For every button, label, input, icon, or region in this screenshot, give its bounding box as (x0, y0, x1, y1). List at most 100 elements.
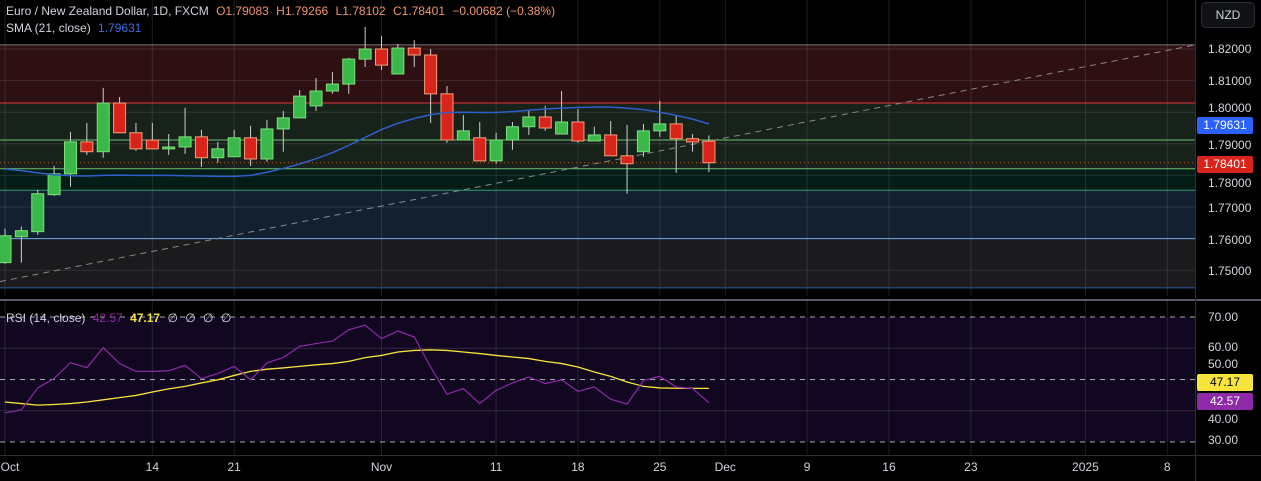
candle-down (424, 54, 438, 95)
candle-up (325, 83, 339, 92)
rsi-legend[interactable]: RSI (14, close) 42.57 47.17 ∅ ∅ ∅ ∅ (6, 311, 235, 325)
candle-up (309, 90, 323, 107)
candle-up (47, 173, 61, 196)
candle-down (194, 136, 208, 159)
sma-value: 1.79631 (98, 21, 142, 35)
rsi-ma-value: 47.17 (130, 311, 161, 325)
price-axis-label: 1.82000 (1208, 42, 1252, 56)
support-zone-1 (0, 168, 1195, 191)
candle-up (227, 137, 241, 158)
time-axis-label: Dec (714, 460, 736, 474)
sma-price-tag: 1.79631 (1197, 117, 1253, 134)
rsi-value: 42.57 (92, 311, 123, 325)
low-value: L1.78102 (335, 4, 386, 18)
time-axis-label: Nov (370, 460, 393, 474)
candle-up (489, 139, 503, 162)
candle-down (620, 155, 634, 165)
candle-up (653, 123, 667, 132)
candle-down (407, 47, 421, 56)
price-axis-label: 1.79000 (1208, 138, 1252, 152)
currency-button[interactable]: NZD (1201, 2, 1255, 28)
price-axis-label: 1.78000 (1208, 176, 1252, 190)
price-axis-label: 1.80000 (1208, 101, 1252, 115)
candle-up (211, 148, 225, 159)
trend-line (0, 44, 1196, 283)
time-axis-label: 2025 (1072, 460, 1099, 474)
rsi-extra: ∅ (185, 311, 196, 325)
candle-up (276, 117, 290, 130)
rsi-extra: ∅ (220, 311, 232, 325)
candle-up (555, 121, 569, 135)
time-axis-label: 23 (964, 460, 978, 474)
candle-down (440, 93, 454, 141)
candle-down (473, 137, 487, 162)
rsi-ma-tag: 47.17 (1197, 374, 1253, 391)
last-price-tag: 1.78401 (1197, 156, 1253, 173)
open-value: O1.79083 (216, 4, 269, 18)
candle-down (702, 140, 716, 164)
symbol-title[interactable]: Euro / New Zealand Dollar, 1D, FXCM (6, 4, 209, 18)
price-axis-label: 1.75000 (1208, 264, 1252, 278)
candle-up (96, 102, 110, 153)
resistance-zone (0, 44, 1195, 104)
high-value: H1.79266 (276, 4, 329, 18)
candle-up (293, 95, 307, 119)
candle-down (80, 141, 94, 153)
rsi-line (4, 324, 710, 414)
candle-up (14, 230, 28, 238)
candle-up (31, 193, 45, 233)
pane-gap (0, 296, 1195, 300)
candle-up (178, 136, 192, 148)
candle-up (0, 235, 12, 264)
candle-up (63, 141, 77, 175)
candle-down (375, 48, 389, 66)
rsi-label: RSI (14, close) (6, 311, 86, 325)
time-axis-label: 9 (803, 460, 811, 474)
rsi-axis-label: 30.00 (1208, 433, 1239, 447)
candle-down (604, 134, 618, 157)
lower-zone (0, 238, 1195, 288)
candle-up (522, 116, 536, 128)
rsi-band (0, 317, 1195, 442)
candle-up (505, 126, 519, 141)
time-axis-label: 18 (571, 460, 585, 474)
candle-down (686, 138, 700, 143)
time-axis-label: 14 (145, 460, 160, 474)
candle-up (636, 130, 650, 153)
price-axis-label: 1.77000 (1208, 201, 1252, 215)
time-axis-label: 21 (227, 460, 241, 474)
rsi-extra: ∅ (203, 311, 214, 325)
candle-down (129, 132, 143, 150)
time-axis-label: 11 (489, 460, 503, 474)
candle-down (538, 116, 552, 129)
candle-down (113, 102, 127, 134)
time-axis-label: 8 (1163, 460, 1171, 474)
rsi-axis-label: 50.00 (1208, 357, 1239, 371)
candle-down (571, 121, 585, 142)
rsi-ma-line (4, 349, 709, 406)
time-axis-label: 16 (882, 460, 896, 474)
candle-down (669, 123, 683, 140)
price-axis-label: 1.81000 (1208, 74, 1252, 88)
sma-legend[interactable]: SMA (21, close) 1.79631 (6, 21, 145, 35)
rsi-extra: ∅ (167, 311, 178, 325)
candle-up (342, 58, 356, 85)
sma-label: SMA (21, close) (6, 21, 91, 35)
symbol-legend: Euro / New Zealand Dollar, 1D, FXCM O1.7… (6, 4, 559, 18)
candle-up (260, 128, 274, 160)
time-axis-label: Oct (0, 460, 20, 474)
sma-line (4, 106, 710, 178)
candle-up (456, 130, 470, 141)
candle-up (162, 146, 176, 150)
change-value: −0.00682 (−0.38%) (452, 4, 556, 18)
candle-up (391, 47, 405, 75)
candle-up (587, 134, 601, 142)
rsi-tag: 42.57 (1197, 393, 1253, 410)
rsi-axis-label: 70.00 (1208, 310, 1239, 324)
rsi-axis-label: 60.00 (1208, 340, 1239, 354)
candle-down (145, 139, 159, 150)
close-value: C1.78401 (392, 4, 445, 18)
support-zone-2 (0, 190, 1195, 239)
rsi-axis-label: 40.00 (1208, 412, 1239, 426)
